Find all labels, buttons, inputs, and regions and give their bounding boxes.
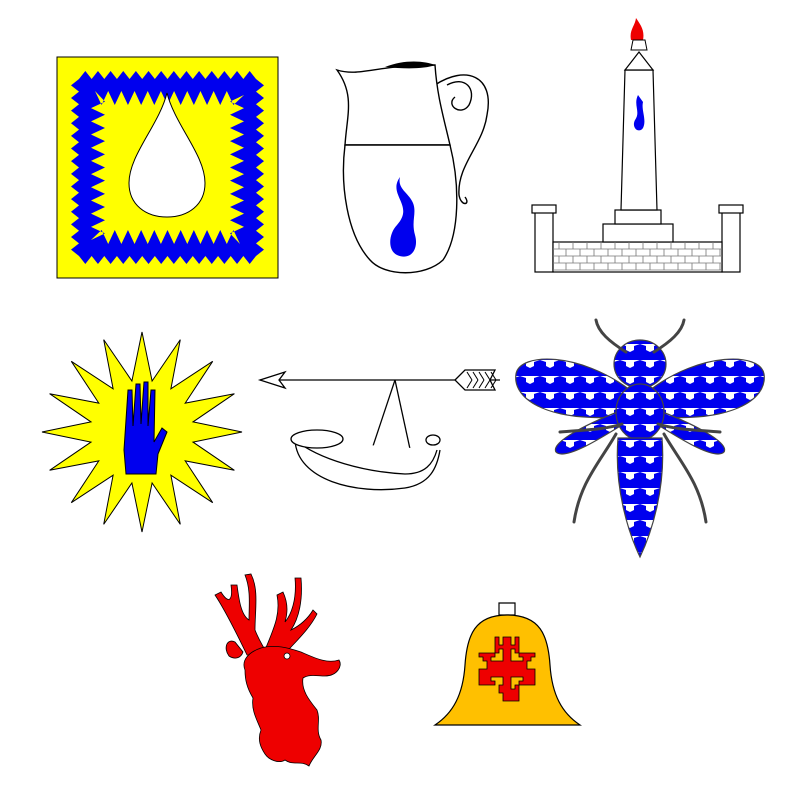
obelisk-icon [525, 10, 750, 280]
sun-gauntlet-icon [40, 330, 245, 535]
stag-head-icon [205, 560, 350, 775]
flames-square-icon [55, 55, 280, 280]
vair-bee-icon [510, 312, 770, 567]
water-jug-icon [325, 55, 500, 280]
bell-cross-icon [425, 595, 590, 740]
horn-and-arrow-icon [255, 360, 510, 510]
